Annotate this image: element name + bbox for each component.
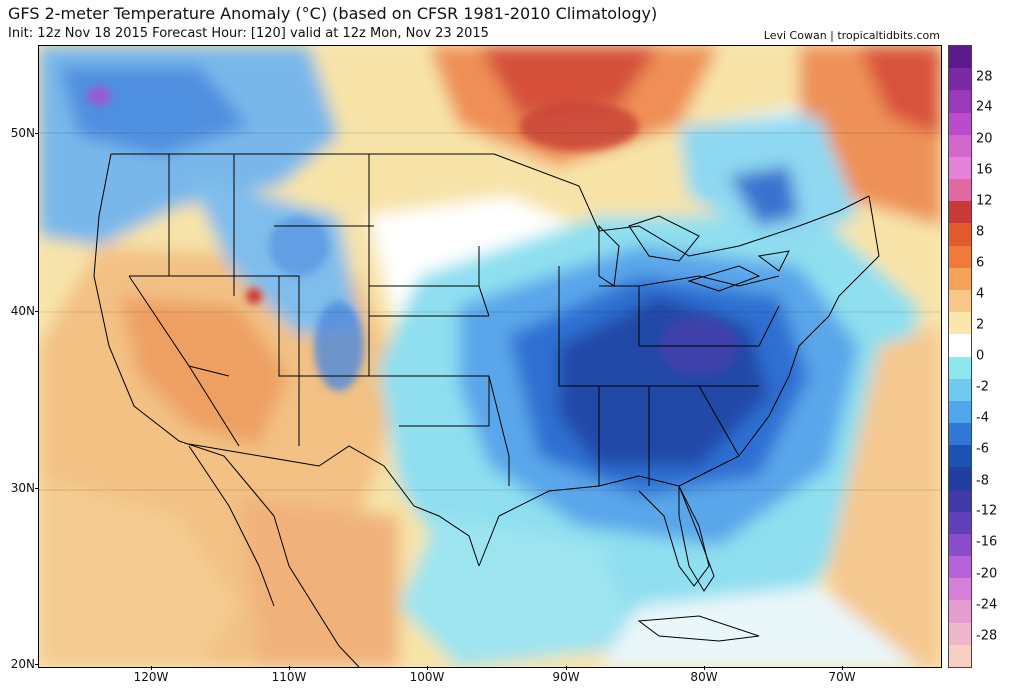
political-borders — [93, 153, 880, 667]
colorbar-label: -6 — [976, 441, 989, 457]
map-canvas — [39, 46, 941, 667]
lon-tick — [566, 666, 567, 670]
colorbar-swatch — [949, 223, 971, 247]
colorbar-label: -12 — [976, 503, 998, 519]
colorbar-swatch — [949, 400, 971, 424]
colorbar-label: -24 — [976, 597, 998, 613]
colorbar-label: -2 — [976, 379, 989, 395]
anomaly-shading — [39, 46, 941, 667]
colorbar-label: -28 — [976, 628, 998, 644]
colorbar-label: 4 — [976, 286, 985, 302]
colorbar-swatch — [949, 489, 971, 513]
colorbar-swatch — [949, 356, 971, 380]
colorbar-swatch — [949, 423, 971, 446]
lat-label: 40N — [10, 304, 35, 318]
colorbar-swatch — [949, 445, 971, 468]
colorbar-label: 24 — [976, 99, 993, 115]
lon-tick — [427, 666, 428, 670]
colorbar-swatch — [949, 556, 971, 579]
lon-label: 70W — [828, 670, 856, 684]
colorbar-label: 8 — [976, 224, 985, 240]
lon-tick — [151, 666, 152, 670]
colorbar-swatch — [949, 644, 971, 668]
colorbar-swatch — [949, 201, 971, 224]
colorbar-label: 20 — [976, 131, 993, 147]
lon-tick — [289, 666, 290, 670]
color-scale-bar — [948, 45, 972, 668]
lat-tick — [35, 488, 39, 489]
lon-tick — [842, 666, 843, 670]
colorbar-swatch — [949, 334, 971, 357]
colorbar-swatch — [949, 511, 971, 535]
colorbar-swatch — [949, 46, 971, 69]
lon-label: 80W — [690, 670, 718, 684]
lat-label: 50N — [10, 126, 35, 140]
lon-label: 110W — [271, 670, 307, 684]
colorbar-label: -16 — [976, 534, 998, 550]
temperature-anomaly-map — [38, 45, 942, 668]
colorbar-swatch — [949, 267, 971, 291]
colorbar-label: -20 — [976, 566, 998, 582]
colorbar-label: 28 — [976, 69, 993, 85]
lat-tick — [35, 133, 39, 134]
lon-label: 100W — [409, 670, 445, 684]
colorbar-swatch — [949, 378, 971, 402]
colorbar-swatch — [949, 112, 971, 136]
colorbar-swatch — [949, 156, 971, 180]
colorbar-swatch — [949, 600, 971, 624]
colorbar-label: 16 — [976, 162, 993, 178]
credit-text: Levi Cowan | tropicaltidbits.com — [763, 29, 940, 42]
colorbar-swatch — [949, 90, 971, 114]
lat-tick — [35, 664, 39, 665]
colorbar-swatch — [949, 467, 971, 491]
forecast-info: Init: 12z Nov 18 2015 Forecast Hour: [12… — [8, 26, 489, 41]
lon-label: 90W — [552, 670, 580, 684]
colorbar-label: 6 — [976, 255, 985, 271]
colorbar-swatch — [949, 245, 971, 269]
lon-label: 120W — [133, 670, 169, 684]
colorbar-swatch — [949, 312, 971, 335]
lon-tick — [704, 666, 705, 670]
graticule — [39, 132, 941, 491]
colorbar-swatch — [949, 68, 971, 91]
lat-tick — [35, 311, 39, 312]
colorbar-swatch — [949, 289, 971, 313]
chart-title: GFS 2-meter Temperature Anomaly (°C) (ba… — [8, 4, 658, 23]
colorbar-label: 0 — [976, 348, 985, 364]
lat-label: 20N — [10, 657, 35, 671]
colorbar-label: -8 — [976, 473, 989, 489]
colorbar-label: 2 — [976, 317, 985, 333]
colorbar-swatch — [949, 622, 971, 646]
colorbar-swatch — [949, 134, 971, 158]
colorbar-label: 12 — [976, 193, 993, 209]
colorbar-label: -4 — [976, 410, 989, 426]
colorbar-swatch — [949, 533, 971, 557]
colorbar-swatch — [949, 578, 971, 601]
colorbar-swatch — [949, 179, 971, 202]
lat-label: 30N — [10, 481, 35, 495]
